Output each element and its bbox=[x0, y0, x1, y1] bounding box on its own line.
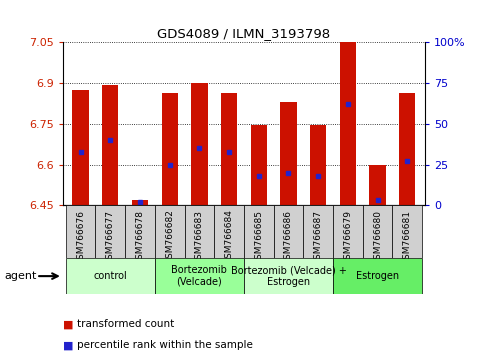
Text: GSM766677: GSM766677 bbox=[106, 210, 115, 264]
Text: Estrogen: Estrogen bbox=[356, 271, 399, 281]
Bar bbox=[102, 85, 118, 205]
Bar bbox=[273, 205, 303, 258]
Bar bbox=[185, 205, 214, 258]
Bar bbox=[310, 125, 327, 205]
Bar bbox=[66, 205, 96, 258]
Bar bbox=[251, 125, 267, 205]
Text: GSM766686: GSM766686 bbox=[284, 210, 293, 264]
Bar bbox=[244, 258, 333, 294]
Text: GSM766681: GSM766681 bbox=[403, 210, 412, 264]
Text: control: control bbox=[93, 271, 127, 281]
Bar bbox=[363, 205, 392, 258]
Text: percentile rank within the sample: percentile rank within the sample bbox=[77, 341, 253, 350]
Text: GSM766679: GSM766679 bbox=[343, 210, 352, 264]
Bar bbox=[161, 93, 178, 205]
Bar bbox=[303, 205, 333, 258]
Title: GDS4089 / ILMN_3193798: GDS4089 / ILMN_3193798 bbox=[157, 27, 330, 40]
Text: agent: agent bbox=[5, 271, 37, 281]
Bar bbox=[96, 205, 125, 258]
Text: GSM766684: GSM766684 bbox=[225, 210, 234, 264]
Text: GSM766680: GSM766680 bbox=[373, 210, 382, 264]
Bar bbox=[132, 200, 148, 205]
Bar bbox=[369, 165, 386, 205]
Bar bbox=[72, 90, 89, 205]
Text: ■: ■ bbox=[63, 341, 73, 350]
Bar bbox=[191, 83, 208, 205]
Text: GSM766678: GSM766678 bbox=[136, 210, 144, 264]
Bar bbox=[280, 102, 297, 205]
Text: GSM766682: GSM766682 bbox=[165, 210, 174, 264]
Bar bbox=[125, 205, 155, 258]
Bar bbox=[66, 258, 155, 294]
Text: Bortezomib
(Velcade): Bortezomib (Velcade) bbox=[171, 265, 227, 287]
Text: ■: ■ bbox=[63, 319, 73, 329]
Bar bbox=[155, 258, 244, 294]
Text: transformed count: transformed count bbox=[77, 319, 174, 329]
Text: GSM766685: GSM766685 bbox=[254, 210, 263, 264]
Bar bbox=[155, 205, 185, 258]
Text: GSM766676: GSM766676 bbox=[76, 210, 85, 264]
Text: GSM766687: GSM766687 bbox=[313, 210, 323, 264]
Bar bbox=[333, 258, 422, 294]
Text: Bortezomib (Velcade) +
Estrogen: Bortezomib (Velcade) + Estrogen bbox=[230, 265, 346, 287]
Bar bbox=[244, 205, 273, 258]
Bar bbox=[214, 205, 244, 258]
Bar bbox=[399, 93, 415, 205]
Text: GSM766683: GSM766683 bbox=[195, 210, 204, 264]
Bar bbox=[221, 93, 237, 205]
Bar bbox=[333, 205, 363, 258]
Bar bbox=[340, 42, 356, 205]
Bar bbox=[392, 205, 422, 258]
